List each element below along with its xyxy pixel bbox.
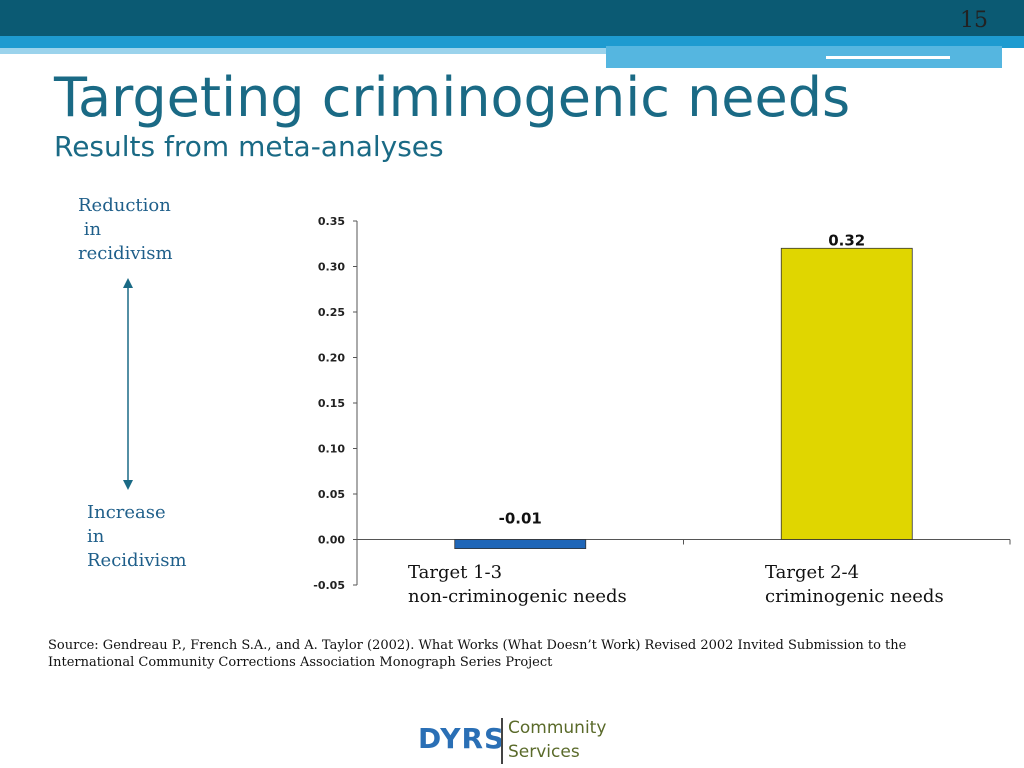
- bar-chart: 0.35 0.30 0.25 0.20 0.15 0.10 0.05 0.00 -0.05 -0.…: [313, 215, 1011, 592]
- logo-divider: [501, 718, 503, 764]
- y-tick-label: -0.05: [313, 579, 345, 592]
- bar-0: [454, 539, 587, 550]
- header-band-blue: [0, 36, 1024, 48]
- category-label-criminogenic: Target 2-4 criminogenic needs: [765, 562, 944, 607]
- data-label-1: 0.32: [828, 231, 865, 249]
- increase-label: Increase in Recidivism: [87, 502, 187, 571]
- header-band-stripe2: [0, 48, 606, 54]
- y-tick-label: 0.30: [318, 261, 345, 274]
- y-tick-label: 0.15: [318, 397, 345, 410]
- logo-line-1: Community: [508, 718, 607, 738]
- category-label-non-criminogenic: Target 1-3 non-criminogenic needs: [408, 562, 627, 607]
- logo-line-2: Services: [508, 742, 580, 762]
- slide-title: Targeting criminogenic needs: [54, 66, 851, 129]
- y-tick-label: 0.05: [318, 488, 345, 501]
- bar-1: [780, 247, 913, 540]
- header-band-dark: [0, 0, 1024, 36]
- page-number: 15: [960, 8, 988, 33]
- y-tick-label: 0.10: [318, 443, 345, 456]
- double-arrow-icon: [123, 278, 133, 490]
- source-citation: Source: Gendreau P., French S.A., and A.…: [48, 638, 907, 670]
- header-band-stripe: [826, 56, 950, 59]
- slide-subtitle: Results from meta-analyses: [54, 130, 444, 163]
- y-tick-label: 0.35: [318, 215, 345, 228]
- y-tick-label: 0.25: [318, 306, 345, 319]
- y-tick-label: 0.20: [318, 352, 345, 365]
- data-label-0: -0.01: [499, 510, 542, 528]
- logo-brand: DYRS: [418, 722, 506, 755]
- header-band-blue-lower: [606, 46, 1002, 68]
- reduction-label: Reduction in recidivism: [78, 195, 173, 264]
- y-tick-label: 0.00: [318, 534, 345, 547]
